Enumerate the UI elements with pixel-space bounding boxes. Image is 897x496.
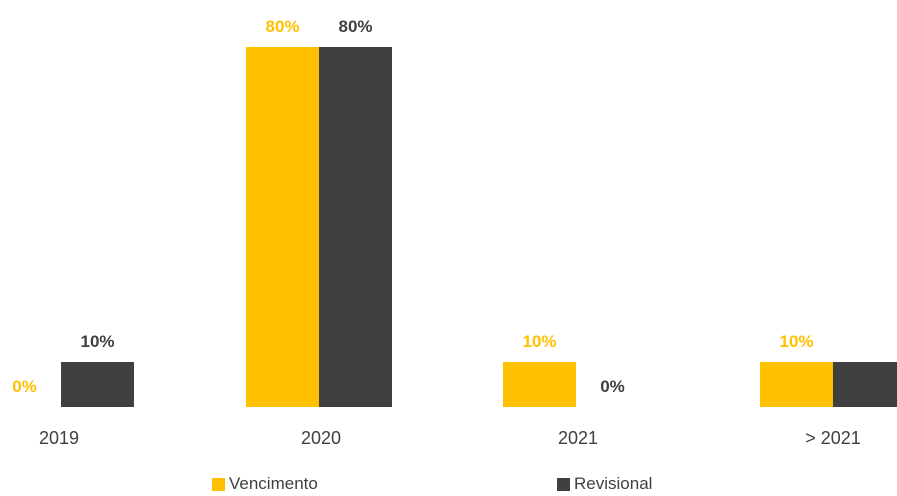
bar-vencimento-2: [503, 362, 576, 407]
legend-label-revisional: Revisional: [574, 474, 653, 493]
bar-revisional-3: [833, 362, 897, 407]
category-label-0: 2019: [39, 428, 79, 448]
data-label-revisional-2: 0%: [600, 377, 625, 396]
category-label-2: 2021: [558, 428, 598, 448]
legend-swatch-revisional: [557, 477, 570, 491]
data-label-vencimento-1: 80%: [265, 17, 299, 36]
legend-label-vencimento: Vencimento: [229, 474, 318, 493]
data-label-vencimento-2: 10%: [522, 332, 556, 351]
data-label-revisional-0: 10%: [80, 332, 114, 351]
category-label-3: > 2021: [805, 428, 861, 448]
bar-vencimento-3: [760, 362, 833, 407]
legend-swatch-vencimento: [212, 477, 225, 491]
category-label-1: 2020: [301, 428, 341, 448]
bar-vencimento-1: [246, 47, 319, 407]
legend-vencimento: Vencimento: [212, 474, 318, 494]
data-label-vencimento-3: 10%: [779, 332, 813, 351]
legend-revisional: Revisional: [557, 474, 652, 494]
data-label-revisional-1: 80%: [338, 17, 372, 36]
bar-revisional-0: [61, 362, 134, 407]
bar-revisional-1: [319, 47, 392, 407]
data-label-vencimento-0: 0%: [12, 377, 37, 396]
